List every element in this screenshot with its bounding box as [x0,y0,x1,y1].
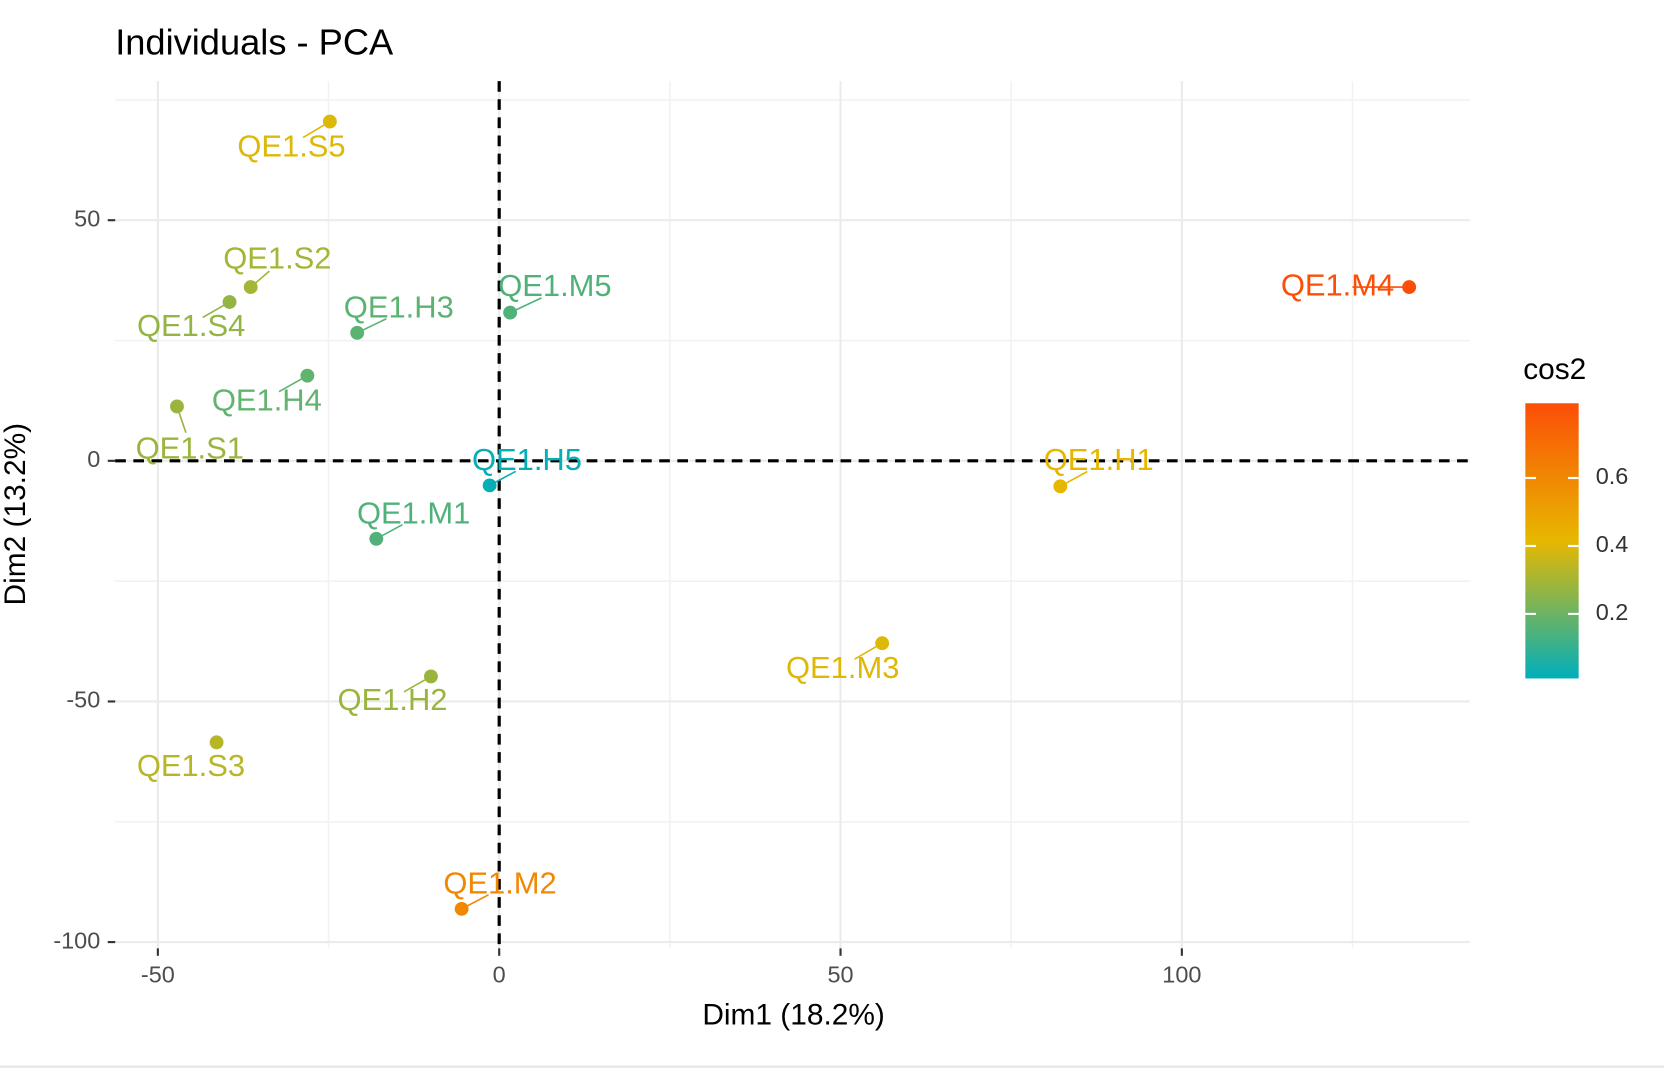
x-tick-label: 50 [827,961,853,987]
point-label: QE1.S1 [136,430,244,465]
point-label: QE1.M3 [786,650,899,685]
point [1053,479,1068,494]
x-tick-label: -50 [141,961,175,987]
point-label: QE1.S5 [237,128,345,163]
point-label: QE1.S3 [137,748,245,783]
point-label: QE1.M5 [498,268,611,303]
point-label: QE1.S4 [137,308,245,343]
point-label: QE1.M1 [357,496,470,531]
point-label: QE1.H2 [338,682,448,717]
point [454,901,469,916]
y-tick-label: 50 [74,205,100,231]
point [482,478,497,493]
colorbar-label: 0.2 [1596,599,1629,625]
point-label: QE1.H4 [212,382,322,417]
x-tick-label: 100 [1162,961,1201,987]
colorbar-label: 0.4 [1596,531,1629,557]
y-tick-label: -100 [53,927,100,953]
point [209,735,224,750]
point [369,531,384,546]
point-label: QE1.S2 [223,241,331,276]
point [243,280,258,295]
point-label: QE1.H1 [1044,442,1154,477]
point [875,636,890,651]
point-label: QE1.H3 [344,290,454,325]
point [423,669,438,684]
point [350,325,365,340]
point [300,368,315,383]
point [222,295,237,309]
y-axis-title: Dim2 (13.2%) [0,423,32,606]
x-axis-title: Dim1 (18.2%) [702,998,885,1031]
point [503,305,518,320]
x-tick-label: 0 [493,961,506,987]
point [322,114,337,129]
color-bar [1525,403,1579,679]
point-label: QE1.M4 [1281,267,1394,302]
chart-title: Individuals - PCA [115,21,394,62]
point-label: QE1.M2 [443,866,556,901]
y-tick-label: 0 [87,446,100,472]
y-tick-label: -50 [66,687,100,713]
point [1402,280,1417,295]
point [170,399,184,414]
legend-title: cos2 [1523,353,1586,386]
colorbar-label: 0.6 [1596,463,1629,489]
point-label: QE1.H5 [472,442,582,477]
